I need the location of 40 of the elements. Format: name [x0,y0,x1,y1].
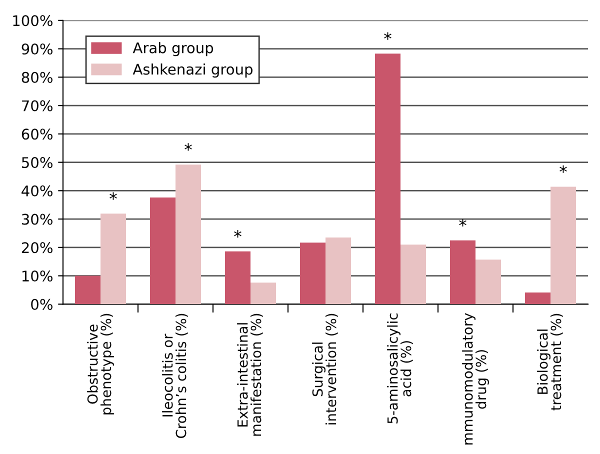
bar [150,197,176,304]
data-label: * [384,32,392,40]
y-tick-label: 60% [22,128,52,140]
y-tick-label: 70% [22,100,52,112]
bar [75,276,100,304]
y-tick-label: 0% [31,298,52,310]
y-tick-label: 20% [22,242,52,254]
legend-label: Arab group [132,42,214,56]
legend-label: Ashkenazi group [132,63,252,78]
bar [400,244,426,304]
y-tick-label: 40% [22,185,52,196]
data-label: * [459,218,466,227]
y-tick-label: 30% [22,214,52,225]
y-tick-label: 100% [13,15,52,26]
y-tick-label: 80% [22,72,52,83]
data-label: * [184,143,192,151]
y-tick-label: 90% [22,44,52,55]
x-tick-label: Obstructive phenotype (%) [87,314,114,414]
y-tick-label: 50% [22,157,52,168]
bar [326,238,351,304]
data-label: * [110,192,117,200]
bar [176,164,201,304]
bar [450,240,476,304]
bar [375,54,400,304]
x-tick-label: Extra-intestinal manifestation (%) [237,314,263,436]
bar [250,282,276,304]
bar [100,214,126,304]
y-tick-label: 10% [22,270,52,282]
bar [300,242,326,304]
bar [550,186,576,304]
bar [525,292,550,304]
x-tick-label: Surgical intervention (%) [312,314,338,424]
data-label: * [234,230,242,238]
bar [225,251,250,304]
bar [476,260,501,304]
data-label: * [560,165,567,173]
x-tick-label: Biological treatment (%) [537,314,563,410]
x-tick-label: mmunomodulatory drug (%) [462,313,489,444]
x-tick-label: Ileocolitis or Crohn’s colitis (%) [162,314,188,438]
x-tick-label: 5-aminosalicylic acid (%) [387,314,413,424]
